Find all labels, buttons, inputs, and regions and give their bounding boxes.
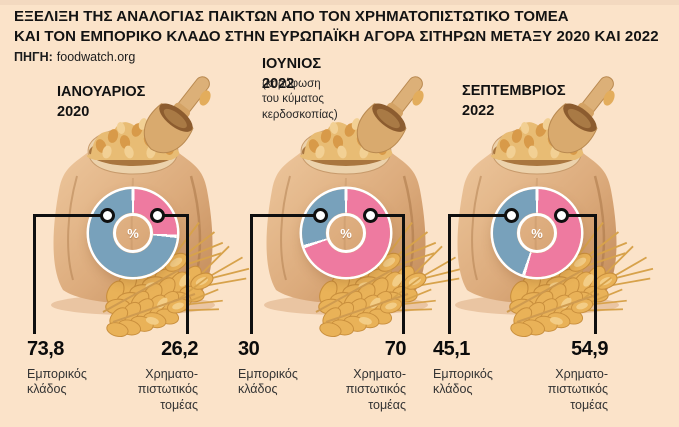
- period-label: ΙΑΝΟΥΑΡΙΟΣ 2020: [57, 84, 146, 120]
- value-commercial: 30 Εμπορικός κλάδος: [238, 338, 358, 398]
- donut-hole: [113, 213, 153, 253]
- percent-symbol: %: [531, 225, 543, 241]
- period-label: ΙΟΥΝΙΟΣ 2022: [262, 56, 322, 92]
- value-number: 54,9: [571, 338, 608, 360]
- source-attribution: ΠΗΓΗ: foodwatch.org: [14, 50, 135, 64]
- value-number: 45,1: [433, 338, 470, 360]
- value-financial: 26,2 Χρηματο- πιστωτικός τομέας: [78, 338, 199, 413]
- value-number: 26,2: [161, 338, 198, 360]
- donut-chart: %: [493, 189, 581, 277]
- marker-commercial-slice: [100, 208, 115, 223]
- percent-symbol: %: [340, 225, 352, 241]
- marker-financial-slice: [554, 208, 569, 223]
- donut-chart: %: [302, 189, 390, 277]
- period-note: (κορύφωση του κύματος κερδοσκοπίας): [262, 78, 338, 121]
- source-url: foodwatch.org: [56, 50, 136, 64]
- value-label: Εμπορικός κλάδος: [238, 367, 298, 397]
- value-commercial: 45,1 Εμπορικός κλάδος: [433, 338, 553, 398]
- value-financial: 70 Χρηματο- πιστωτικός τομέας: [286, 338, 407, 413]
- connector-line-commercial: [448, 214, 512, 217]
- connector-line-financial: [562, 214, 597, 217]
- value-number: 73,8: [27, 338, 64, 360]
- value-commercial: 73,8 Εμπορικός κλάδος: [27, 338, 147, 398]
- value-number: 70: [384, 338, 407, 360]
- connector-line-financial: [186, 214, 189, 334]
- page-title: ΕΞΕΛΙΞΗ ΤΗΣ ΑΝΑΛΟΓΙΑΣ ΠΑΙΚΤΩΝ ΑΠΟ ΤΟΝ ΧΡ…: [14, 8, 659, 45]
- connector-line-financial: [594, 214, 597, 334]
- connector-line-commercial: [250, 214, 321, 217]
- connector-line-financial: [402, 214, 405, 334]
- value-label: Εμπορικός κλάδος: [27, 367, 87, 397]
- value-label: Χρηματο- πιστωτικός τομέας: [547, 367, 608, 412]
- period-label: ΣΕΠΤΕΜΒΡΙΟΣ 2022: [462, 83, 566, 119]
- marker-commercial-slice: [313, 208, 328, 223]
- connector-line-financial: [158, 214, 189, 217]
- top-strip: [0, 0, 679, 5]
- value-financial: 54,9 Χρηματο- πιστωτικός τομέας: [488, 338, 609, 413]
- value-label: Χρηματο- πιστωτικός τομέας: [345, 367, 406, 412]
- donut-chart: %: [89, 189, 177, 277]
- connector-line-commercial: [250, 214, 253, 334]
- source-label: ΠΗΓΗ:: [14, 50, 53, 64]
- marker-commercial-slice: [504, 208, 519, 223]
- value-label: Εμπορικός κλάδος: [433, 367, 493, 397]
- marker-financial-slice: [363, 208, 378, 223]
- connector-line-commercial: [33, 214, 108, 217]
- value-label: Χρηματο- πιστωτικός τομέας: [137, 367, 198, 412]
- connector-line-financial: [371, 214, 405, 217]
- connector-line-commercial: [33, 214, 36, 334]
- value-number: 30: [238, 338, 260, 360]
- donut-hole: [326, 213, 366, 253]
- donut-hole: [517, 213, 557, 253]
- connector-line-commercial: [448, 214, 451, 334]
- marker-financial-slice: [150, 208, 165, 223]
- percent-symbol: %: [127, 225, 139, 241]
